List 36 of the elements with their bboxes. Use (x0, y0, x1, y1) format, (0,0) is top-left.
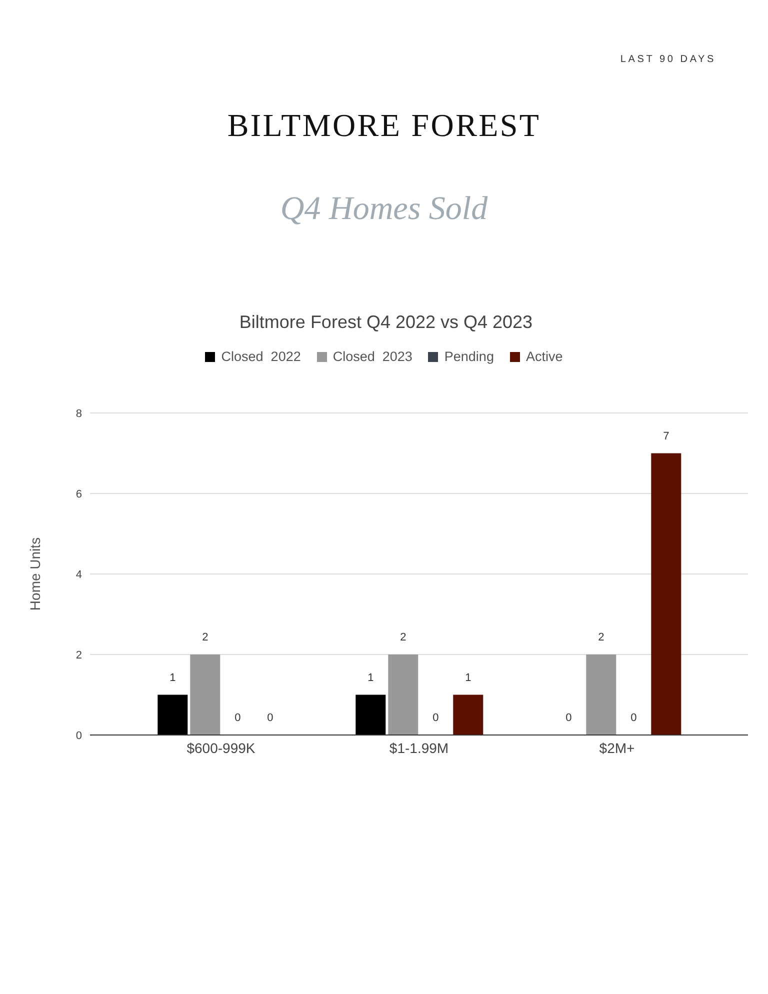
legend-label: Closed 2022 (221, 349, 301, 364)
text: BILTMORE FOREST (226, 107, 542, 144)
data-label: 0 (432, 712, 439, 724)
data-label: 1 (465, 672, 472, 684)
x-tick-label: $2M+ (599, 740, 635, 756)
data-label: 1 (170, 672, 176, 684)
text: Q4 Homes Sold (279, 191, 489, 228)
data-label: 2 (598, 632, 604, 644)
bar (388, 654, 418, 735)
legend-label: Closed 2023 (332, 349, 412, 364)
data-label: 0 (267, 712, 274, 724)
data-label: 2 (400, 632, 406, 644)
y-tick-label: 2 (76, 649, 82, 662)
text: LAST 90 DAYS (620, 54, 716, 65)
data-label: 2 (202, 632, 208, 644)
data-label: 0 (566, 712, 572, 724)
bar (158, 694, 188, 735)
y-tick-label: 4 (76, 568, 82, 581)
data-label: 7 (663, 430, 670, 442)
data-label: 0 (630, 712, 637, 724)
data-label: 1 (368, 672, 374, 684)
bar (356, 694, 386, 735)
bar (586, 654, 616, 735)
bar (453, 694, 484, 735)
y-tick-label: 0 (76, 730, 82, 742)
legend-label: Pending (444, 349, 494, 364)
x-tick-label: $600-999K (186, 740, 256, 756)
bar (651, 453, 682, 735)
legend-label: Active (526, 349, 563, 364)
chart-title: Biltmore Forest Q4 2022 vs Q4 2023 (238, 312, 534, 333)
x-tick-label: $1-1.99M (389, 740, 449, 756)
data-label: 0 (234, 712, 241, 724)
y-tick-label: 6 (76, 488, 82, 500)
y-axis-title: Home Units (26, 537, 43, 611)
bar (190, 654, 220, 735)
y-tick-label: 8 (76, 408, 82, 420)
